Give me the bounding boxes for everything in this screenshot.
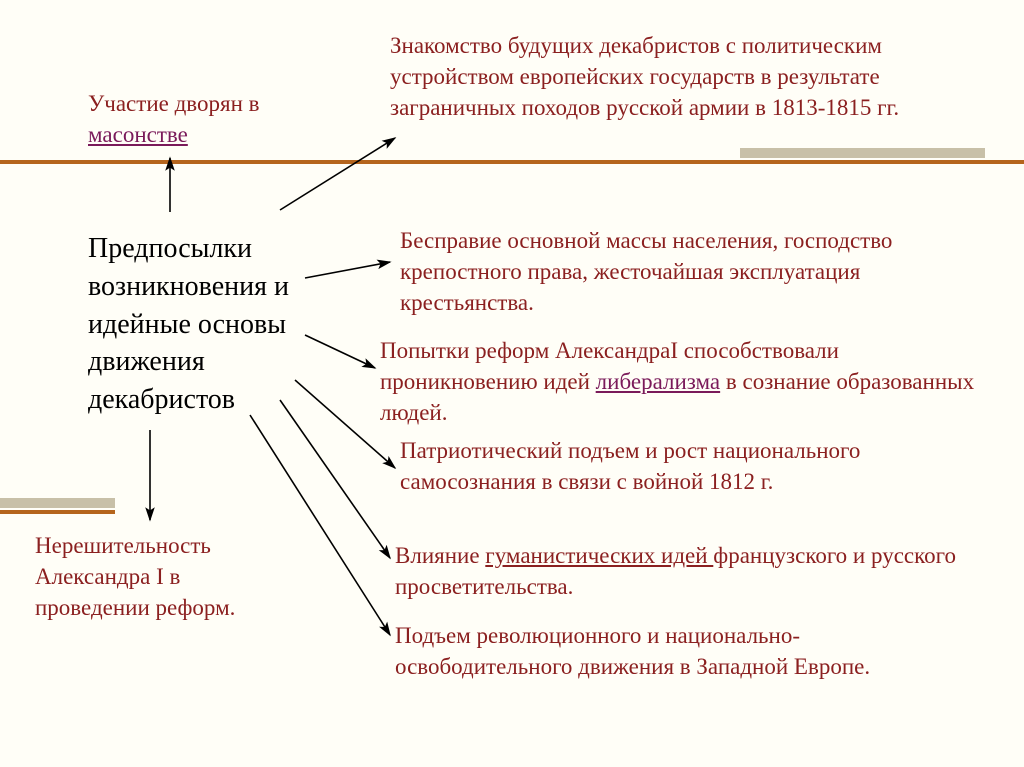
hr-left-shadow: [0, 498, 115, 508]
node-bottom-left: Нерешительность Александра I в проведени…: [35, 530, 285, 623]
node-bottom-left-text: Нерешительность Александра I в проведени…: [35, 533, 235, 620]
node-r2: Попытки реформ АлександраI способствовал…: [380, 335, 990, 428]
node-top-right: Знакомство будущих декабристов с политич…: [390, 30, 1000, 123]
node-top-left: Участие дворян в масонстве: [88, 88, 338, 150]
node-r4-prefix: Влияние: [395, 543, 485, 568]
link-liberalism[interactable]: либерализма: [596, 369, 720, 394]
node-r3: Патриотический подъем и рост национально…: [400, 435, 900, 497]
hr-top: [0, 160, 1024, 164]
hr-top-shadow: [740, 148, 985, 158]
node-r3-text: Патриотический подъем и рост национально…: [400, 438, 860, 494]
center-title: Предпосылки возникновения и идейные осно…: [88, 230, 348, 419]
center-title-text: Предпосылки возникновения и идейные осно…: [88, 233, 289, 415]
node-top-right-text: Знакомство будущих декабристов с политич…: [390, 33, 899, 120]
node-r5-text: Подъем революционного и национально-осво…: [395, 623, 870, 679]
node-r4: Влияние гуманистических идей французског…: [395, 540, 1005, 602]
node-top-left-prefix: Участие дворян в: [88, 91, 260, 116]
node-r1: Бесправие основной массы населения, госп…: [400, 225, 970, 318]
link-masonry[interactable]: масонстве: [88, 122, 188, 147]
hr-left: [0, 510, 115, 514]
link-humanist[interactable]: гуманистических идей: [485, 543, 713, 568]
node-r5: Подъем революционного и национально-осво…: [395, 620, 975, 682]
node-r1-text: Бесправие основной массы населения, госп…: [400, 228, 892, 315]
